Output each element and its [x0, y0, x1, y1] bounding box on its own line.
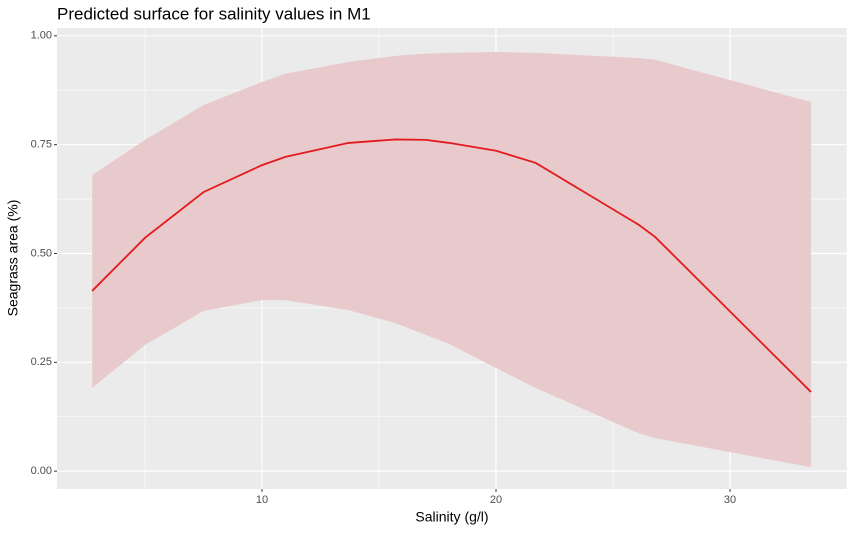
chart-title: Predicted surface for salinity values in…: [57, 4, 371, 23]
x-tick-label: 30: [724, 494, 736, 506]
x-tick-label: 20: [490, 494, 502, 506]
x-axis-title: Salinity (g/l): [415, 509, 488, 525]
y-tick-label: 0.75: [31, 139, 52, 151]
y-axis-title: Seagrass area (%): [5, 200, 21, 317]
y-tick-label: 0.50: [31, 247, 52, 259]
line: [91, 138, 812, 393]
y-tick-label: 0.00: [31, 465, 52, 477]
y-tick-label: 0.25: [31, 356, 52, 368]
x-tick-label: 10: [256, 494, 268, 506]
confidence-ribbon: [92, 51, 811, 468]
y-tick-label: 1.00: [31, 30, 52, 42]
